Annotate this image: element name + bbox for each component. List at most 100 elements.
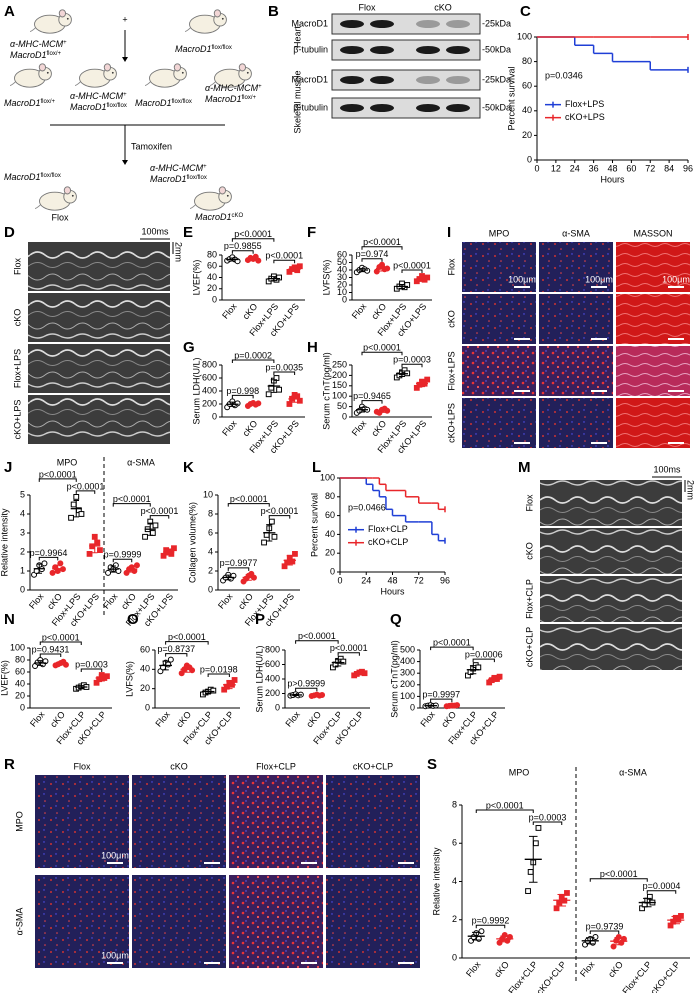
histology-image [462, 346, 536, 396]
y-tick-label: 20 [325, 548, 335, 558]
y-tick-label: 40 [140, 664, 150, 674]
error-bar [313, 694, 321, 697]
p-value: p<0.0001 [168, 632, 206, 642]
allele: cKO [232, 213, 244, 219]
scale-label: 100μm [585, 274, 613, 284]
blot-band [340, 46, 364, 54]
comparison-bracket [475, 809, 534, 813]
p-value: p<0.0001 [261, 506, 299, 516]
histology-image [539, 294, 613, 344]
error-bar [229, 257, 236, 262]
echo-image [28, 344, 170, 393]
legend-label: Flox+LPS [565, 99, 604, 109]
blot-group: Flox [358, 2, 376, 12]
comparison-bracket [361, 246, 403, 250]
x-tick-label: 24 [361, 575, 371, 585]
p-value: p<0.0001 [141, 506, 179, 516]
error-bar [147, 522, 154, 536]
x-axis-label: Hours [600, 174, 625, 184]
comparison-bracket [401, 363, 423, 368]
error-bar [73, 500, 80, 518]
genotype: MacroD1flox/+ [205, 94, 257, 104]
y-tick-label: 20 [522, 130, 532, 140]
p-value: p=0.003 [75, 659, 108, 669]
echo-row-label: Flox+LPS [12, 349, 22, 388]
data-point [678, 913, 684, 919]
echo-image [28, 293, 170, 342]
y-tick-label: 0 [527, 154, 532, 164]
error-bar [399, 283, 405, 290]
panel-letter: R [4, 756, 15, 773]
histology-image [132, 775, 226, 868]
echo-image [540, 624, 682, 670]
data-point [49, 569, 56, 576]
error-bar [356, 671, 363, 676]
y-tick-label: 8 [452, 799, 457, 809]
y-axis-label: LVFS(%) [124, 661, 134, 697]
error-bar [557, 894, 567, 907]
p-value: p=0.0198 [200, 664, 238, 674]
y-tick-label: 4 [208, 546, 213, 556]
data-point [592, 933, 599, 940]
panel-letter: E [183, 224, 193, 241]
data-point [78, 511, 85, 517]
histology-image [35, 775, 129, 868]
y-tick-label: 40 [337, 264, 347, 274]
blot-marker: -50kDa [482, 102, 511, 112]
p-value: p<0.0001 [486, 800, 524, 810]
arrow-head [122, 57, 128, 62]
comparison-bracket [75, 490, 96, 494]
panel-letter: F [307, 224, 316, 241]
y-axis-label: Percent survival [309, 493, 319, 557]
y-axis-label: Serum cTnT(pg/ml) [389, 640, 399, 718]
y-axis-label: Collagen volume(%) [187, 502, 197, 583]
x-tick-label: 12 [551, 163, 561, 173]
data-point [68, 514, 74, 521]
data-point [553, 905, 560, 912]
data-point [231, 677, 238, 683]
histology-column: Flox+CLP [256, 761, 296, 771]
p-value: p<0.0001 [113, 494, 151, 504]
y-tick-label: 200 [265, 688, 280, 698]
y-tick-label: 0 [212, 294, 217, 304]
p-value: p=0.9992 [472, 916, 510, 926]
y-tick-label: 50 [337, 257, 347, 267]
comparison-bracket [295, 640, 339, 644]
p-value: p=0.9964 [30, 548, 68, 558]
error-bar [270, 276, 277, 282]
histology-row: MPO [14, 811, 24, 832]
blot-band [416, 76, 440, 84]
gene: MacroD1 [135, 98, 172, 108]
comparison-bracket [80, 668, 103, 672]
genotype: MacroD1cKO [195, 212, 244, 222]
genotype-driver: α-MHC-MCM+ [205, 83, 262, 93]
blot-band [446, 104, 470, 112]
y-tick-label: 10 [203, 489, 213, 499]
error-bar [128, 565, 135, 573]
x-axis-label: Hours [380, 586, 405, 596]
y-tick-label: 30 [337, 272, 347, 282]
data-point [276, 274, 282, 281]
x-tick-label: 36 [589, 163, 599, 173]
error-bar [91, 538, 98, 554]
histology-column: Flox [73, 761, 91, 771]
time-scale: 100ms [141, 226, 169, 236]
p-value: p=0.9999 [104, 550, 142, 560]
error-bar [379, 408, 385, 413]
echo-row-label: Flox [524, 494, 534, 512]
p-value: p<0.0001 [230, 494, 268, 504]
driver: α-MHC-MCM [70, 91, 124, 101]
p-value: p=0.0003 [529, 812, 567, 822]
blot-tissue: Heart [292, 26, 302, 49]
comparison-bracket [39, 653, 62, 657]
y-tick-label: 400 [202, 385, 217, 395]
p-value: p=0.0002 [234, 350, 272, 360]
error-bar [245, 574, 252, 581]
panel-letter: A [4, 3, 15, 20]
x-tick-label: 48 [607, 163, 617, 173]
genotype: MacroD1flox/flox [175, 44, 232, 54]
comparison-bracket [227, 503, 270, 507]
data-point [265, 391, 272, 398]
blot-band [340, 20, 364, 28]
error-bar [469, 665, 477, 675]
